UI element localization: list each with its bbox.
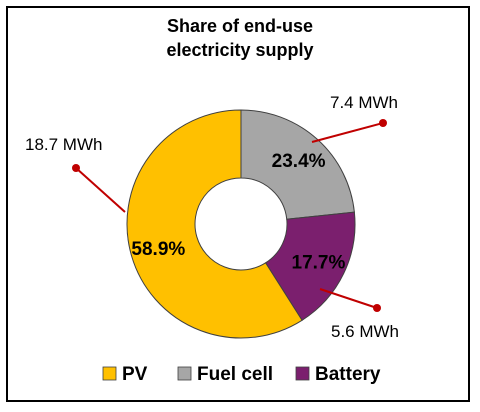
- leader-lines: [72, 119, 387, 312]
- percent-label-pv: 58.9%: [131, 239, 185, 260]
- percent-label-battery: 17.7%: [292, 253, 346, 274]
- slice-pv: [126, 109, 303, 339]
- leader-dot-pv: [72, 164, 80, 172]
- leader-line-pv: [75, 167, 126, 213]
- leader-dot-battery: [373, 304, 381, 312]
- chart-title-line-1: Share of end-use: [167, 16, 313, 36]
- leader-line-fuel-cell: [311, 122, 384, 143]
- leader-dot-fuel-cell: [379, 119, 387, 127]
- value-label-battery: 5.6 MWh: [331, 322, 399, 341]
- slice-battery: [264, 211, 356, 321]
- legend-label-fuel-cell: Fuel cell: [197, 364, 273, 385]
- donut-slices: [126, 109, 356, 339]
- legend-swatch-battery: [295, 366, 310, 381]
- chart-title-line-2: electricity supply: [166, 40, 313, 60]
- legend-swatch-pv: [102, 366, 117, 381]
- leader-line-battery: [319, 288, 378, 309]
- value-label-pv: 18.7 MWh: [25, 135, 102, 154]
- percent-label-fuel-cell: 23.4%: [272, 151, 326, 172]
- value-label-fuel-cell: 7.4 MWh: [330, 93, 398, 112]
- data-labels: 58.9% 23.4% 17.7% 18.7 MWh 7.4 MWh 5.6 MWh: [25, 93, 399, 341]
- legend-swatch-fuel-cell: [177, 366, 192, 381]
- legend-label-pv: PV: [122, 364, 148, 385]
- slice-fuel-cell: [240, 109, 355, 220]
- legend-label-battery: Battery: [315, 364, 381, 385]
- legend: PV Fuel cell Battery: [102, 364, 381, 385]
